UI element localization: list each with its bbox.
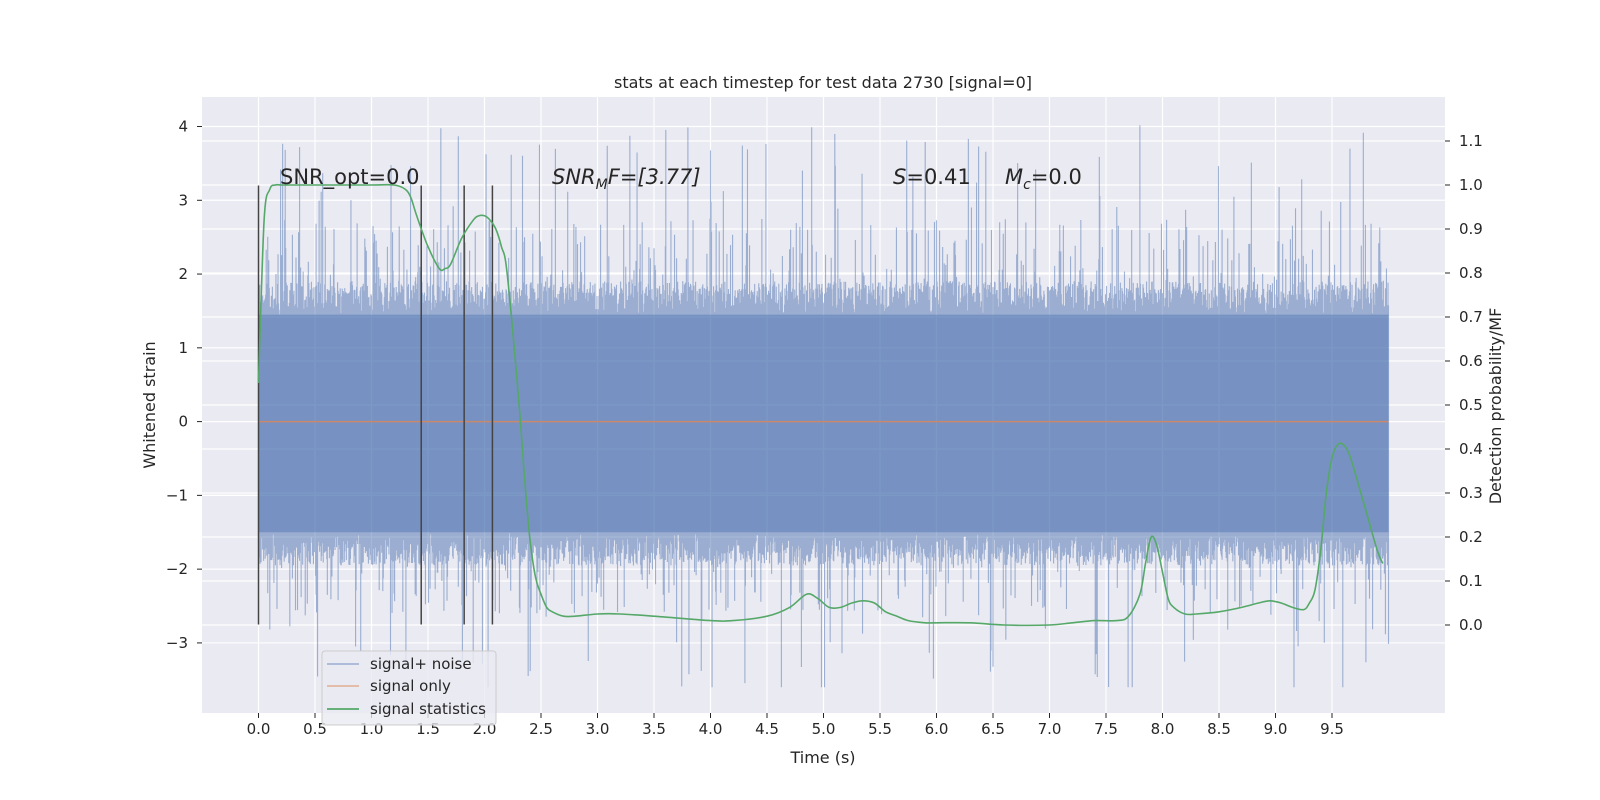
x-tick-label-19: 9.5 bbox=[1320, 720, 1344, 738]
legend-label-stats: signal statistics bbox=[370, 700, 486, 718]
y-tick-label-1: 3 bbox=[178, 191, 188, 209]
s-rest: =0.41 bbox=[906, 165, 970, 189]
x-tick-label-11: 5.5 bbox=[868, 720, 892, 738]
y2-tick-label-1: 1.0 bbox=[1459, 176, 1483, 194]
x-tick-label-15: 7.5 bbox=[1094, 720, 1118, 738]
y2-tick-label-2: 0.9 bbox=[1459, 220, 1483, 238]
x-tick-label-17: 8.5 bbox=[1207, 720, 1231, 738]
y2-tick-label-10: 0.1 bbox=[1459, 572, 1483, 590]
x-tick-label-9: 4.5 bbox=[755, 720, 779, 738]
annotation-snr-opt: SNR_opt=0.0 bbox=[280, 165, 420, 190]
y2-tick-label-7: 0.4 bbox=[1459, 440, 1483, 458]
y-axis-ticks: 4 3 2 1 0 −1 −2 −3 bbox=[166, 118, 202, 652]
y2-tick-label-3: 0.8 bbox=[1459, 264, 1483, 282]
snr-mf-sub: M bbox=[596, 177, 608, 193]
y-tick-label-2: 2 bbox=[178, 265, 188, 283]
noise-core bbox=[258, 314, 1389, 533]
y2-tick-label-9: 0.2 bbox=[1459, 528, 1483, 546]
s-var: S bbox=[893, 165, 906, 189]
y-axis-label: Whitened strain bbox=[140, 341, 159, 468]
y-tick-label-6: −2 bbox=[166, 560, 188, 578]
signal-noise-series bbox=[257, 125, 1390, 688]
legend-box bbox=[321, 650, 497, 726]
x-tick-label-8: 4.0 bbox=[699, 720, 723, 738]
x-axis-label: Time (s) bbox=[789, 748, 855, 767]
legend: signal+ noise signal only signal statist… bbox=[321, 650, 497, 726]
annotation-s: S=0.41 bbox=[893, 165, 971, 189]
annotation-mc: Mc=0.0 bbox=[1005, 165, 1082, 193]
y2-tick-label-6: 0.5 bbox=[1459, 396, 1483, 414]
y2-tick-label-8: 0.3 bbox=[1459, 484, 1483, 502]
mc-sub: c bbox=[1023, 177, 1031, 193]
y-tick-label-3: 1 bbox=[178, 339, 188, 357]
x-tick-label-14: 7.0 bbox=[1038, 720, 1062, 738]
snr-mf-base: SNR bbox=[552, 165, 596, 189]
snr-mf-rest: F=[3.77] bbox=[608, 165, 701, 189]
x-tick-label-7: 3.5 bbox=[642, 720, 666, 738]
x-tick-label-16: 8.0 bbox=[1151, 720, 1175, 738]
signal-statistics-series bbox=[257, 183, 1384, 627]
legend-label-noise: signal+ noise bbox=[370, 655, 472, 673]
y-tick-label-7: −3 bbox=[166, 634, 188, 652]
y2-axis-label: Detection probability/MF bbox=[1486, 308, 1505, 505]
mc-rest: =0.0 bbox=[1031, 165, 1082, 189]
x-tick-label-10: 5.0 bbox=[812, 720, 836, 738]
y2-tick-label-11: 0.0 bbox=[1459, 616, 1483, 634]
x-tick-label-5: 2.5 bbox=[529, 720, 553, 738]
x-tick-label-0: 0.0 bbox=[247, 720, 271, 738]
y2-tick-label-4: 0.7 bbox=[1459, 308, 1483, 326]
y2-axis-ticks: 1.1 1.0 0.9 0.8 0.7 0.6 0.5 0.4 0.3 0.2 0.1 0.0 bbox=[1445, 132, 1483, 634]
legend-label-signal: signal only bbox=[370, 677, 451, 695]
y2-tick-label-5: 0.6 bbox=[1459, 352, 1483, 370]
x-tick-label-6: 3.0 bbox=[586, 720, 610, 738]
vertical-markers bbox=[257, 185, 494, 625]
x-tick-label-1: 0.5 bbox=[303, 720, 327, 738]
x-axis-ticks: 0.0 0.5 1.0 1.5 2.0 2.5 3.0 3.5 4.0 4.5 5.0 5.5 6.0 6… bbox=[247, 713, 1344, 738]
y-tick-label-0: 4 bbox=[178, 118, 188, 136]
x-tick-label-18: 9.0 bbox=[1264, 720, 1288, 738]
mc-var: M bbox=[1005, 165, 1023, 189]
y-tick-label-5: −1 bbox=[166, 486, 188, 504]
chart-title: stats at each timestep for test data 273… bbox=[614, 73, 1032, 92]
annotation-snr-mf: SNRMF=[3.77] bbox=[552, 165, 701, 193]
x-tick-label-13: 6.5 bbox=[981, 720, 1005, 738]
x-tick-label-12: 6.0 bbox=[925, 720, 949, 738]
y-tick-label-4: 0 bbox=[178, 413, 188, 431]
y2-tick-label-0: 1.1 bbox=[1459, 132, 1483, 150]
